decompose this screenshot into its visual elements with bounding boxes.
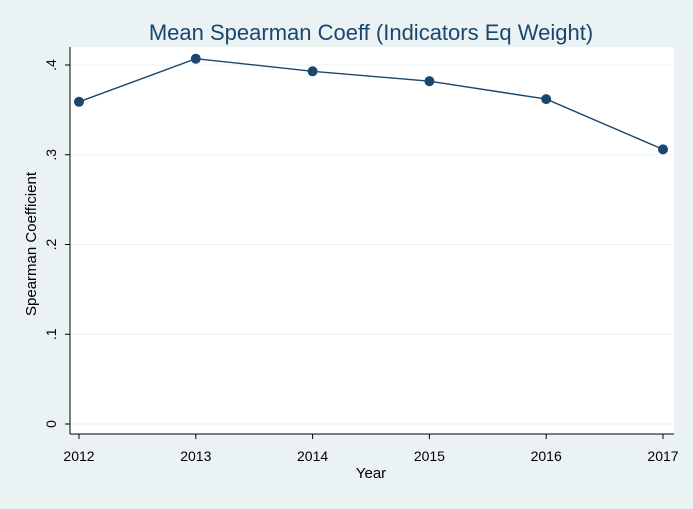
x-tick-label: 2017 <box>647 448 678 464</box>
y-tick-label: .1 <box>43 328 59 340</box>
x-tick-label: 2015 <box>414 448 445 464</box>
data-point <box>74 96 84 107</box>
y-tick-label: .4 <box>43 59 59 71</box>
x-tick-labels: 2012 2013 2014 2015 2016 2017 <box>63 448 678 464</box>
data-point <box>307 66 318 77</box>
y-tick-label: 0 <box>43 420 59 428</box>
series <box>74 53 668 155</box>
data-point <box>190 53 201 64</box>
y-tick-label: .2 <box>43 238 59 250</box>
x-axis-label: Year <box>356 465 386 482</box>
chart-title: Mean Spearman Coeff (Indicators Eq Weigh… <box>149 20 593 45</box>
y-tick-label: .3 <box>43 149 59 161</box>
x-tick-label: 2014 <box>297 448 328 464</box>
y-tick-labels: 0 .1 .2 .3 .4 <box>43 59 59 428</box>
data-point <box>658 144 668 155</box>
x-tick-label: 2016 <box>531 448 562 464</box>
data-point <box>541 94 552 105</box>
y-axis-label: Spearman Coefficient <box>23 171 40 316</box>
x-tick-label: 2012 <box>63 448 94 464</box>
plot-area <box>70 47 674 434</box>
grid-lines <box>70 64 674 425</box>
data-point <box>424 76 435 87</box>
x-tick-label: 2013 <box>180 448 211 464</box>
series-line <box>78 58 664 151</box>
axes <box>65 47 674 439</box>
